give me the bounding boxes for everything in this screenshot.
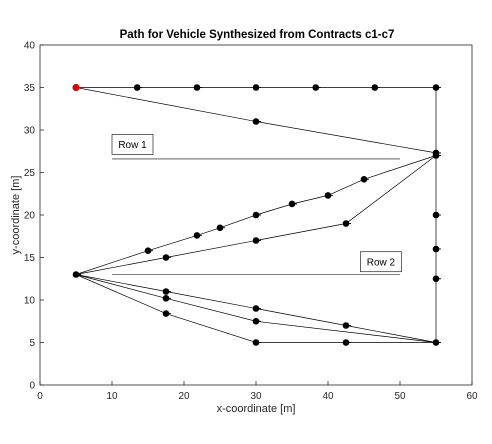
x-tick-label: 10: [106, 391, 118, 402]
waypoint-marker: [432, 211, 440, 219]
point-layer: [72, 83, 441, 346]
x-tick-label: 60: [466, 391, 478, 402]
waypoint-marker: [252, 339, 260, 346]
annotation-2: Row 2: [112, 251, 402, 275]
waypoint-marker: [288, 200, 296, 208]
y-tick-label: 25: [24, 168, 36, 179]
y-tick-label: 0: [29, 381, 35, 392]
waypoint-marker: [162, 295, 170, 302]
y-tick-label: 10: [24, 296, 36, 307]
annotation-label: Row 1: [118, 140, 147, 151]
chart-title: Path for Vehicle Synthesized from Contra…: [120, 29, 395, 41]
y-axis-ticks: 0 5 10 15 20 25 30 35 40: [24, 41, 44, 392]
waypoint-marker: [252, 118, 260, 125]
y-tick-label: 5: [29, 338, 35, 349]
waypoint-marker: [324, 192, 332, 199]
x-axis-ticks: 0 10 20 30 40 50 60: [37, 381, 478, 402]
waypoint-marker: [432, 245, 440, 253]
waypoint-marker: [216, 224, 224, 232]
waypoint-marker: [371, 84, 379, 91]
waypoint-marker: [162, 288, 170, 295]
waypoint-marker: [432, 152, 440, 159]
x-tick-label: 50: [394, 391, 406, 402]
x-axis-label: x-coordinate [m]: [217, 403, 296, 415]
annotation-1: Row 1: [111, 134, 400, 160]
waypoint-marker: [432, 84, 440, 91]
waypoint-marker: [432, 275, 440, 283]
waypoint-marker: [193, 232, 201, 239]
x-tick-label: 30: [250, 391, 262, 402]
x-tick-label: 40: [322, 391, 334, 402]
y-tick-label: 20: [24, 211, 36, 222]
annotation-box: [360, 251, 402, 273]
waypoint-marker: [360, 176, 368, 183]
y-tick-label: 40: [24, 41, 36, 52]
waypoint-marker: [162, 254, 170, 261]
waypoint-marker: [252, 84, 260, 91]
start-point-marker: [72, 83, 80, 92]
y-tick-label: 30: [24, 126, 36, 137]
waypoint-marker: [252, 305, 260, 312]
waypoint-marker: [162, 310, 170, 317]
waypoint-marker: [252, 317, 260, 325]
waypoint-marker: [342, 220, 350, 227]
waypoint-marker: [252, 211, 260, 219]
path-segment-7: [75, 274, 437, 343]
annotation-label: Row 2: [367, 257, 396, 268]
waypoint-marker: [342, 339, 350, 346]
y-axis-label: y-coordinate [m]: [10, 176, 22, 255]
waypoint-marker: [72, 271, 80, 278]
waypoint-marker: [144, 247, 152, 254]
waypoint-marker: [312, 84, 320, 91]
y-tick-label: 35: [24, 83, 36, 94]
annotation-box: [111, 134, 154, 155]
waypoint-marker: [133, 84, 141, 91]
waypoint-marker: [342, 322, 350, 329]
waypoint-marker: [252, 237, 260, 244]
waypoint-marker: [432, 339, 440, 346]
x-tick-label: 20: [178, 391, 190, 402]
waypoint-marker: [193, 84, 201, 91]
y-tick-label: 15: [24, 253, 36, 264]
x-tick-label: 0: [37, 391, 43, 402]
annotation-layer: Row 1 Row 2: [111, 134, 402, 275]
